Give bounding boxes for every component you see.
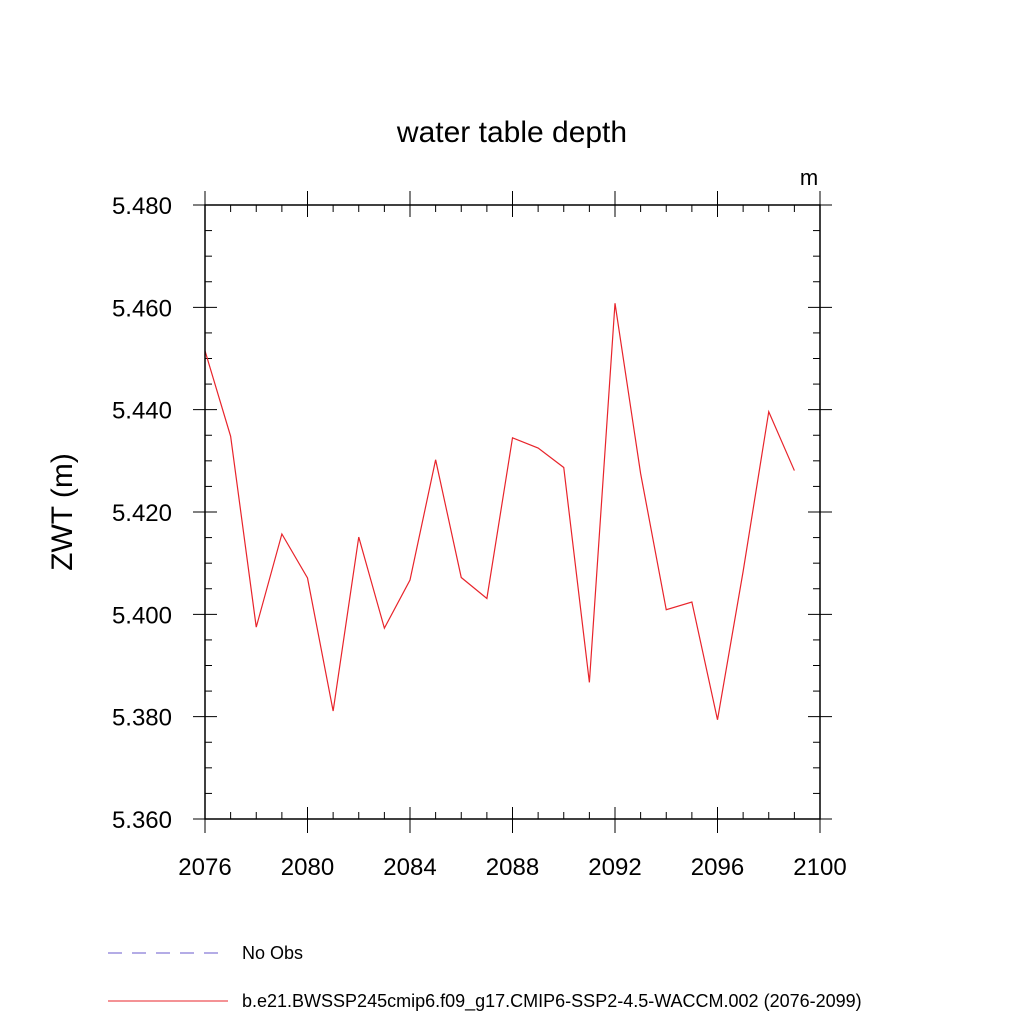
minor-ticks (205, 205, 820, 819)
y-tick-label: 5.400 (112, 602, 172, 629)
x-tick-label: 2096 (691, 854, 744, 881)
y-tick-label: 5.360 (112, 807, 172, 834)
legend: No Obs b.e21.BWSSP245cmip6.f09_g17.CMIP6… (108, 943, 862, 1012)
x-tick-label: 2076 (178, 854, 231, 881)
y-tick-label: 5.380 (112, 705, 172, 732)
major-ticks (193, 191, 832, 833)
y-axis-label: ZWT (m) (46, 453, 79, 571)
y-tick-label: 5.460 (112, 295, 172, 322)
y-tick-label: 5.420 (112, 500, 172, 527)
units-label: m (800, 165, 818, 190)
y-tick-labels: 5.360 5.380 5.400 5.420 5.440 5.460 5.480 (112, 193, 172, 834)
chart-title: water table depth (396, 116, 627, 149)
series-line (204, 303, 795, 720)
x-tick-label: 2092 (588, 854, 641, 881)
x-tick-label: 2100 (793, 854, 846, 881)
x-tick-label: 2084 (383, 854, 436, 881)
legend-label-model: b.e21.BWSSP245cmip6.f09_g17.CMIP6-SSP2-4… (242, 991, 862, 1012)
y-tick-label: 5.440 (112, 398, 172, 425)
x-tick-label: 2088 (486, 854, 539, 881)
plot-frame (204, 204, 821, 820)
legend-label-no-obs: No Obs (242, 943, 303, 963)
y-tick-label: 5.480 (112, 193, 172, 220)
x-tick-labels: 2076 2080 2084 2088 2092 2096 2100 (178, 854, 846, 881)
x-tick-label: 2080 (281, 854, 334, 881)
